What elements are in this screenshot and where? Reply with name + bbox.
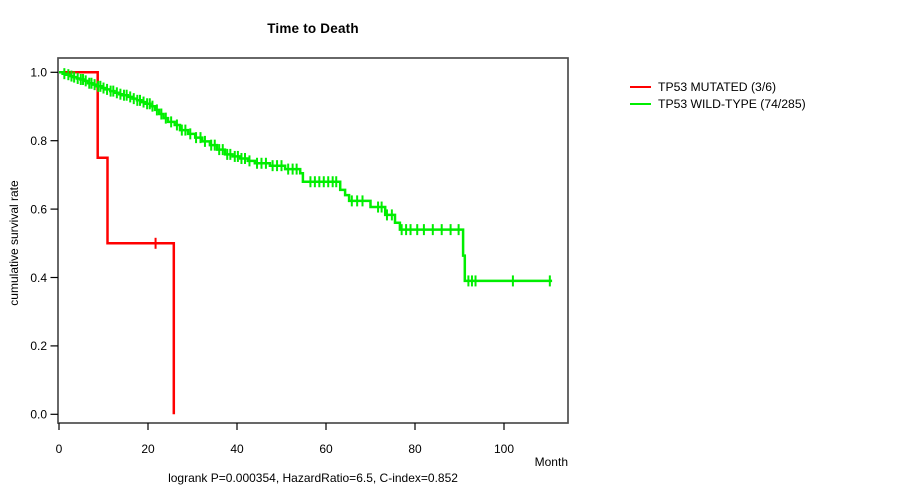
plot-border xyxy=(57,57,569,424)
x-tick-label: 20 xyxy=(141,442,155,456)
x-tick-label: 40 xyxy=(230,442,244,456)
x-tick-label: 60 xyxy=(319,442,333,456)
y-tick-label: 0.0 xyxy=(30,408,47,422)
legend: TP53 MUTATED (3/6) TP53 WILD-TYPE (74/28… xyxy=(630,78,806,112)
legend-item-wildtype: TP53 WILD-TYPE (74/285) xyxy=(630,95,806,112)
y-tick-label: 0.4 xyxy=(30,271,47,285)
legend-line-swatch-green xyxy=(630,102,651,105)
legend-label: TP53 WILD-TYPE (74/285) xyxy=(658,96,806,111)
x-axis-title: Month xyxy=(534,455,568,469)
stats-annotation: logrank P=0.000354, HazardRatio=6.5, C-i… xyxy=(168,471,458,485)
legend-item-mutated: TP53 MUTATED (3/6) xyxy=(630,78,806,95)
legend-line-swatch-red xyxy=(630,85,651,88)
y-axis-title: cumulative survival rate xyxy=(7,180,21,306)
x-tick-label: 0 xyxy=(56,442,63,456)
x-tick-label: 100 xyxy=(494,442,514,456)
y-tick-label: 0.8 xyxy=(30,134,47,148)
y-tick-label: 0.2 xyxy=(30,339,47,353)
survival-curve-0 xyxy=(59,71,176,415)
legend-label: TP53 MUTATED (3/6) xyxy=(658,79,777,94)
y-tick-label: 1.0 xyxy=(30,66,47,80)
y-tick-label: 0.6 xyxy=(30,202,47,216)
chart-title: Time to Death xyxy=(267,21,359,36)
x-tick-label: 80 xyxy=(408,442,422,456)
